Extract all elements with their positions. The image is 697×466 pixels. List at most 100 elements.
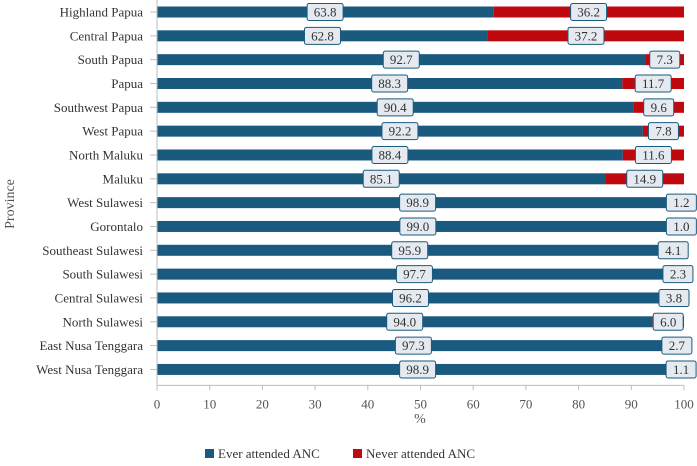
data-label-ever: 88.4 <box>379 147 402 162</box>
data-label-ever-box <box>391 288 429 307</box>
legend-swatch <box>205 449 214 458</box>
x-tick-label: 70 <box>519 396 532 411</box>
x-tick-label: 100 <box>674 396 694 411</box>
data-label-ever: 97.7 <box>403 267 426 282</box>
category-label: Southwest Papua <box>54 100 143 115</box>
x-tick-label: 90 <box>625 396 638 411</box>
data-label-never: 7.3 <box>657 52 673 67</box>
data-label-never: 11.7 <box>642 76 665 91</box>
data-label-ever-box <box>371 74 409 93</box>
data-label-ever: 94.0 <box>393 314 416 329</box>
category-label: North Sulawesi <box>62 314 143 329</box>
x-tick-label: 40 <box>361 396 374 411</box>
data-label-never: 36.2 <box>577 5 600 20</box>
data-label-ever-box <box>391 241 429 260</box>
data-label-never-box <box>643 98 675 117</box>
category-label: Southeast Sulawesi <box>42 243 143 258</box>
data-label-ever: 85.1 <box>370 171 393 186</box>
data-label-never: 1.1 <box>673 362 689 377</box>
data-label-ever-box <box>399 193 437 212</box>
legend-label: Never attended ANC <box>366 446 475 461</box>
category-label: Papua <box>111 76 143 91</box>
data-label-never: 11.6 <box>642 147 665 162</box>
data-label-ever-box <box>381 122 419 141</box>
data-label-ever-box <box>386 312 424 331</box>
data-label-never-box <box>652 312 684 331</box>
category-label: South Papua <box>78 52 144 67</box>
category-label: North Maluku <box>69 147 144 162</box>
data-label-ever-box <box>382 50 420 69</box>
data-label-never-box <box>649 50 681 69</box>
data-label-never: 7.8 <box>655 124 671 139</box>
legend-swatch <box>353 449 362 458</box>
data-label-ever-box <box>376 98 414 117</box>
data-label-never: 2.7 <box>669 338 686 353</box>
category-label: West Nusa Tenggara <box>36 362 143 377</box>
data-label-never-box <box>665 360 697 379</box>
data-label-ever: 99.0 <box>406 219 429 234</box>
x-tick-label: 20 <box>256 396 269 411</box>
data-label-ever-box <box>303 26 341 45</box>
data-label-ever: 95.9 <box>398 243 421 258</box>
data-label-never: 3.8 <box>666 290 682 305</box>
data-label-ever: 88.3 <box>378 76 401 91</box>
x-tick-label: 60 <box>467 396 480 411</box>
category-label: South Sulawesi <box>62 267 143 282</box>
data-label-ever: 97.3 <box>402 338 425 353</box>
data-label-never: 4.1 <box>665 243 681 258</box>
data-label-never: 37.2 <box>575 28 598 43</box>
data-label-ever: 62.8 <box>311 28 334 43</box>
data-label-ever: 96.2 <box>399 290 422 305</box>
x-tick-label: 10 <box>203 396 216 411</box>
category-label: West Papua <box>82 124 143 139</box>
data-label-ever: 98.9 <box>406 195 429 210</box>
data-label-never-box <box>658 288 690 307</box>
data-label-ever-box <box>371 145 409 164</box>
data-label-ever-box <box>399 217 437 236</box>
data-label-never-box <box>665 217 697 236</box>
data-label-never-box <box>567 26 605 45</box>
category-label: Central Papua <box>70 28 144 43</box>
data-label-ever: 98.9 <box>406 362 429 377</box>
data-label-never: 9.6 <box>651 100 668 115</box>
data-label-never-box <box>647 122 679 141</box>
category-label: West Sulawesi <box>67 195 143 210</box>
data-label-never: 14.9 <box>633 171 656 186</box>
data-label-never-box <box>661 336 693 355</box>
y-axis-title: Province <box>3 179 18 229</box>
x-axis-title: % <box>414 412 426 427</box>
x-tick-label: 0 <box>154 396 161 411</box>
data-label-ever-box <box>362 169 400 188</box>
data-label-ever-box <box>399 360 437 379</box>
data-label-ever: 90.4 <box>384 100 407 115</box>
data-label-ever: 92.7 <box>390 52 413 67</box>
data-label-never-box <box>657 241 689 260</box>
x-tick-label: 50 <box>414 396 427 411</box>
category-label: Highland Papua <box>60 5 144 20</box>
data-label-never: 6.0 <box>660 314 676 329</box>
data-label-never: 2.3 <box>670 267 686 282</box>
legend: Ever attended ANC Never attended ANC <box>205 446 475 461</box>
axes-layer: Highland Papua Central Papua South Papua Pa… <box>36 0 694 411</box>
data-label-never-box <box>570 3 608 21</box>
data-label-ever-box <box>395 265 433 284</box>
data-label-ever: 63.8 <box>314 5 337 20</box>
data-label-never: 1.2 <box>673 195 689 210</box>
data-label-never: 1.0 <box>673 219 689 234</box>
x-tick-label: 80 <box>572 396 585 411</box>
legend-label: Ever attended ANC <box>218 446 320 461</box>
data-label-ever-box <box>394 336 432 355</box>
data-label-ever-box <box>306 3 344 21</box>
data-label-never-box <box>634 145 672 164</box>
category-label: East Nusa Tenggara <box>39 338 143 353</box>
category-label: Central Sulawesi <box>55 290 144 305</box>
data-label-never-box <box>626 169 664 188</box>
data-label-never-box <box>662 265 694 284</box>
data-labels-layer: 63.8 36.2 62.8 37.2 92.7 7.3 88.3 11.7 90.4 9.6 92… <box>303 3 697 379</box>
category-label: Gorontalo <box>90 219 143 234</box>
data-label-never-box <box>665 193 697 212</box>
category-label: Maluku <box>103 171 144 186</box>
x-tick-label: 30 <box>309 396 322 411</box>
data-label-ever: 92.2 <box>389 124 412 139</box>
